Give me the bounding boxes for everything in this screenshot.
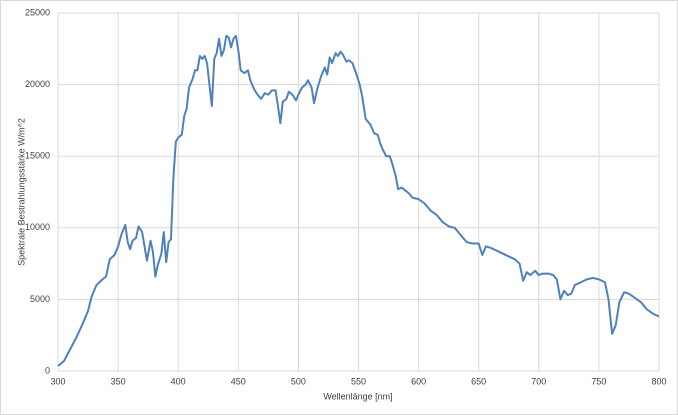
x-tick-label: 450 — [231, 376, 246, 386]
x-tick-label: 400 — [171, 376, 186, 386]
y-tick-label: 25000 — [25, 7, 50, 17]
x-tick-label: 600 — [411, 376, 426, 386]
x-tick-label: 550 — [351, 376, 366, 386]
y-tick-label: 5000 — [30, 294, 50, 304]
data-line — [57, 34, 660, 367]
x-tick-label: 300 — [50, 376, 65, 386]
y-tick-label: 20000 — [25, 79, 50, 89]
x-tick-label: 700 — [531, 376, 546, 386]
x-axis-label: Wellenlänge [nm] — [323, 391, 392, 401]
y-axis-label: Spektrale Bestrahlungsstärke W/m^2 — [16, 118, 26, 266]
x-tick-label: 650 — [471, 376, 486, 386]
x-tick-label: 800 — [651, 376, 666, 386]
x-tick-label: 500 — [291, 376, 306, 386]
x-tick-label: 350 — [111, 376, 126, 386]
x-tick-label: 750 — [591, 376, 606, 386]
y-tick-label: 0 — [45, 365, 50, 375]
y-tick-label: 10000 — [25, 222, 50, 232]
y-tick-label: 15000 — [25, 151, 50, 161]
